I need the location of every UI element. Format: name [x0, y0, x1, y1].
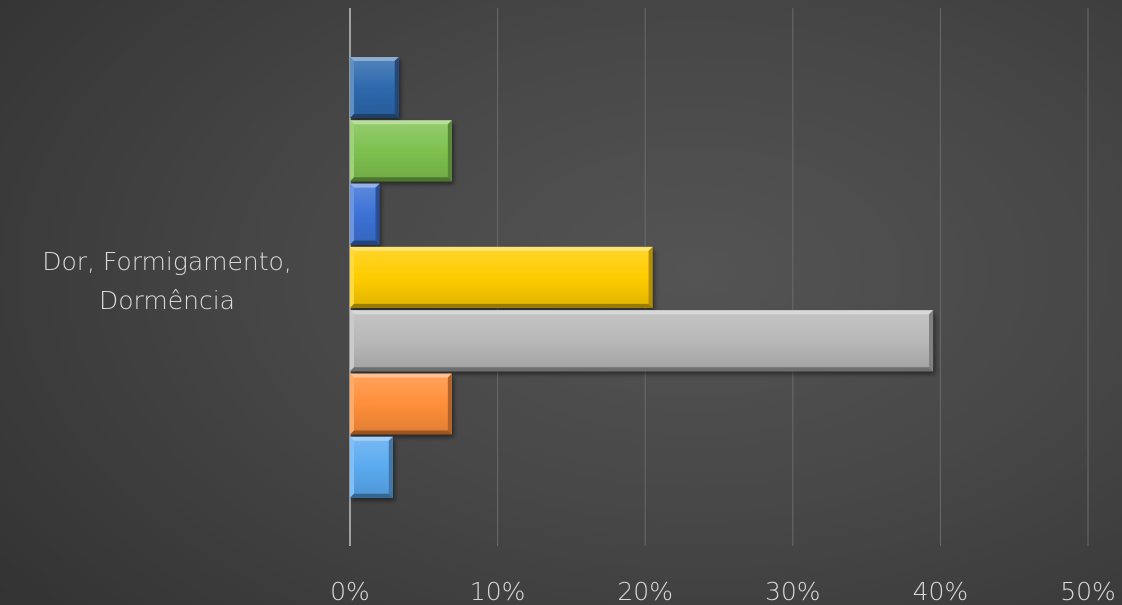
bar [350, 373, 452, 435]
bar [350, 310, 934, 372]
bar [350, 246, 653, 308]
gridlines [497, 8, 1089, 546]
x-tick-label: 30% [765, 577, 821, 605]
x-tick-label: 10% [470, 577, 526, 605]
category-label: Dor, Formigamento, [42, 247, 292, 276]
bar [350, 436, 393, 498]
value-axis: 0% 10% 20% 30% 40% 50% [330, 8, 1116, 605]
bar-series [350, 57, 934, 498]
x-tick-label: 40% [913, 577, 969, 605]
x-tick-label: 50% [1060, 577, 1116, 605]
category-label: Dormência [99, 286, 235, 315]
bar [350, 183, 380, 245]
bar [350, 57, 399, 118]
category-axis: Dor, Formigamento, Dormência [42, 247, 292, 315]
bar [350, 120, 452, 182]
x-tick-label: 20% [617, 577, 673, 605]
x-tick-label: 0% [330, 577, 370, 605]
